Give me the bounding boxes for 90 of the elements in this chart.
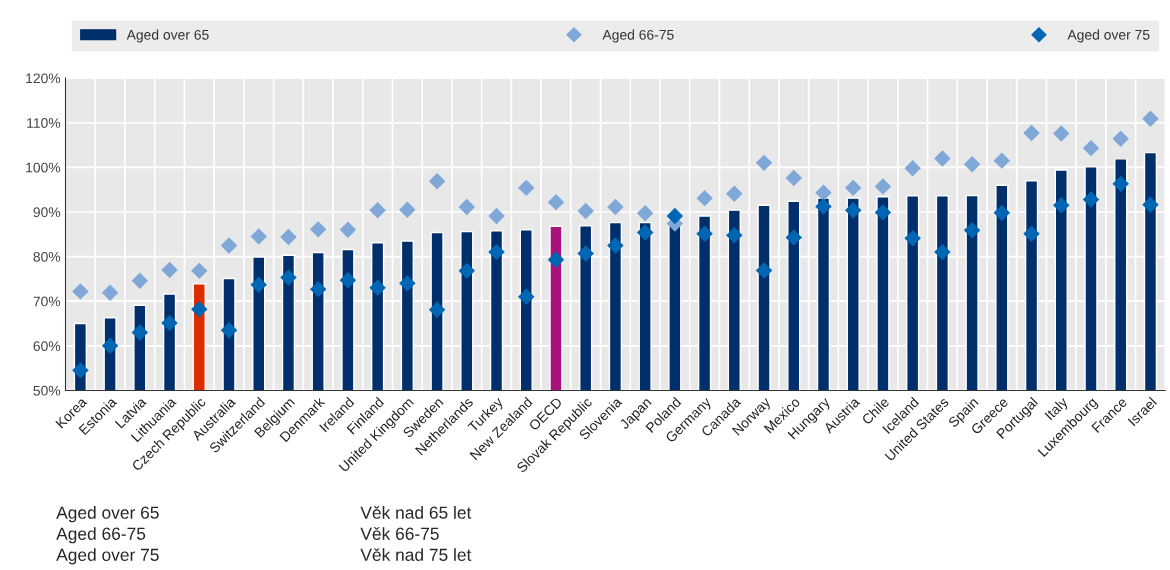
point (726, 226, 743, 244)
point (696, 225, 713, 243)
point (250, 276, 267, 293)
point (934, 150, 951, 167)
point (845, 179, 862, 197)
y-tick-label: 100% (26, 162, 61, 173)
point (1112, 175, 1129, 193)
y-tick-label: 60% (33, 341, 61, 351)
point (607, 198, 624, 216)
y-tick-label: 50% (33, 385, 61, 396)
y-tick-label: 80% (33, 251, 61, 262)
y-tick-label: 110% (27, 118, 61, 128)
text: Aged over 65 (56, 506, 159, 523)
point (280, 269, 297, 286)
legend-label: Aged 66-75 (602, 29, 674, 43)
text: Věk 66-75 (360, 527, 439, 540)
point (250, 228, 267, 245)
point (369, 201, 386, 219)
y-tick-label: 120% (26, 73, 61, 84)
point (696, 189, 713, 207)
text: Aged over 75 (56, 548, 159, 565)
point (904, 230, 921, 247)
point (845, 201, 862, 219)
point (1142, 196, 1159, 214)
point (161, 314, 178, 332)
point (636, 224, 654, 241)
point (518, 179, 535, 197)
point (428, 301, 446, 318)
point (399, 201, 416, 218)
point (577, 202, 594, 220)
point (547, 193, 565, 211)
point (755, 154, 773, 172)
point (726, 185, 743, 202)
point (220, 321, 238, 339)
point (131, 324, 149, 341)
point (904, 160, 921, 177)
point (309, 280, 327, 298)
point (607, 237, 624, 254)
point (963, 222, 981, 239)
point (280, 228, 297, 246)
point (785, 229, 802, 246)
point (1053, 197, 1070, 214)
point (220, 237, 238, 254)
point (1142, 110, 1159, 127)
point (993, 204, 1011, 222)
point (1112, 130, 1129, 147)
point (161, 261, 178, 279)
point (934, 243, 951, 261)
point (577, 245, 594, 262)
y-tick-label: 70% (33, 296, 61, 307)
point (1053, 125, 1070, 142)
point (428, 172, 446, 190)
point (458, 262, 476, 280)
point (369, 279, 386, 297)
point (72, 283, 89, 300)
point (339, 221, 357, 239)
point (488, 207, 505, 225)
point (1023, 225, 1040, 243)
point (458, 198, 476, 216)
point (547, 251, 565, 268)
point (963, 156, 981, 173)
legend-label: Aged over 65 (126, 29, 209, 43)
point (636, 205, 654, 222)
point (101, 284, 119, 301)
point (1082, 191, 1100, 208)
text: Věk nad 65 let (360, 505, 472, 519)
y-tick-label: 90% (33, 207, 61, 218)
point (874, 204, 892, 221)
point (518, 288, 535, 305)
point (1082, 139, 1100, 157)
point (993, 152, 1011, 169)
text: Věk nad 75 let (360, 548, 472, 561)
point (815, 184, 832, 201)
point (785, 169, 802, 187)
point (131, 272, 149, 289)
point (72, 362, 89, 379)
point (399, 275, 416, 292)
point (339, 272, 357, 289)
legend-label: Aged over 75 (1067, 29, 1150, 43)
point (815, 198, 832, 215)
point (488, 243, 505, 261)
point (874, 178, 892, 195)
point (101, 337, 119, 355)
point (666, 207, 684, 225)
point (191, 301, 208, 318)
point (191, 262, 208, 280)
point (755, 262, 773, 279)
text: Aged 66-75 (56, 527, 146, 544)
point (1023, 124, 1040, 142)
point (309, 221, 327, 238)
